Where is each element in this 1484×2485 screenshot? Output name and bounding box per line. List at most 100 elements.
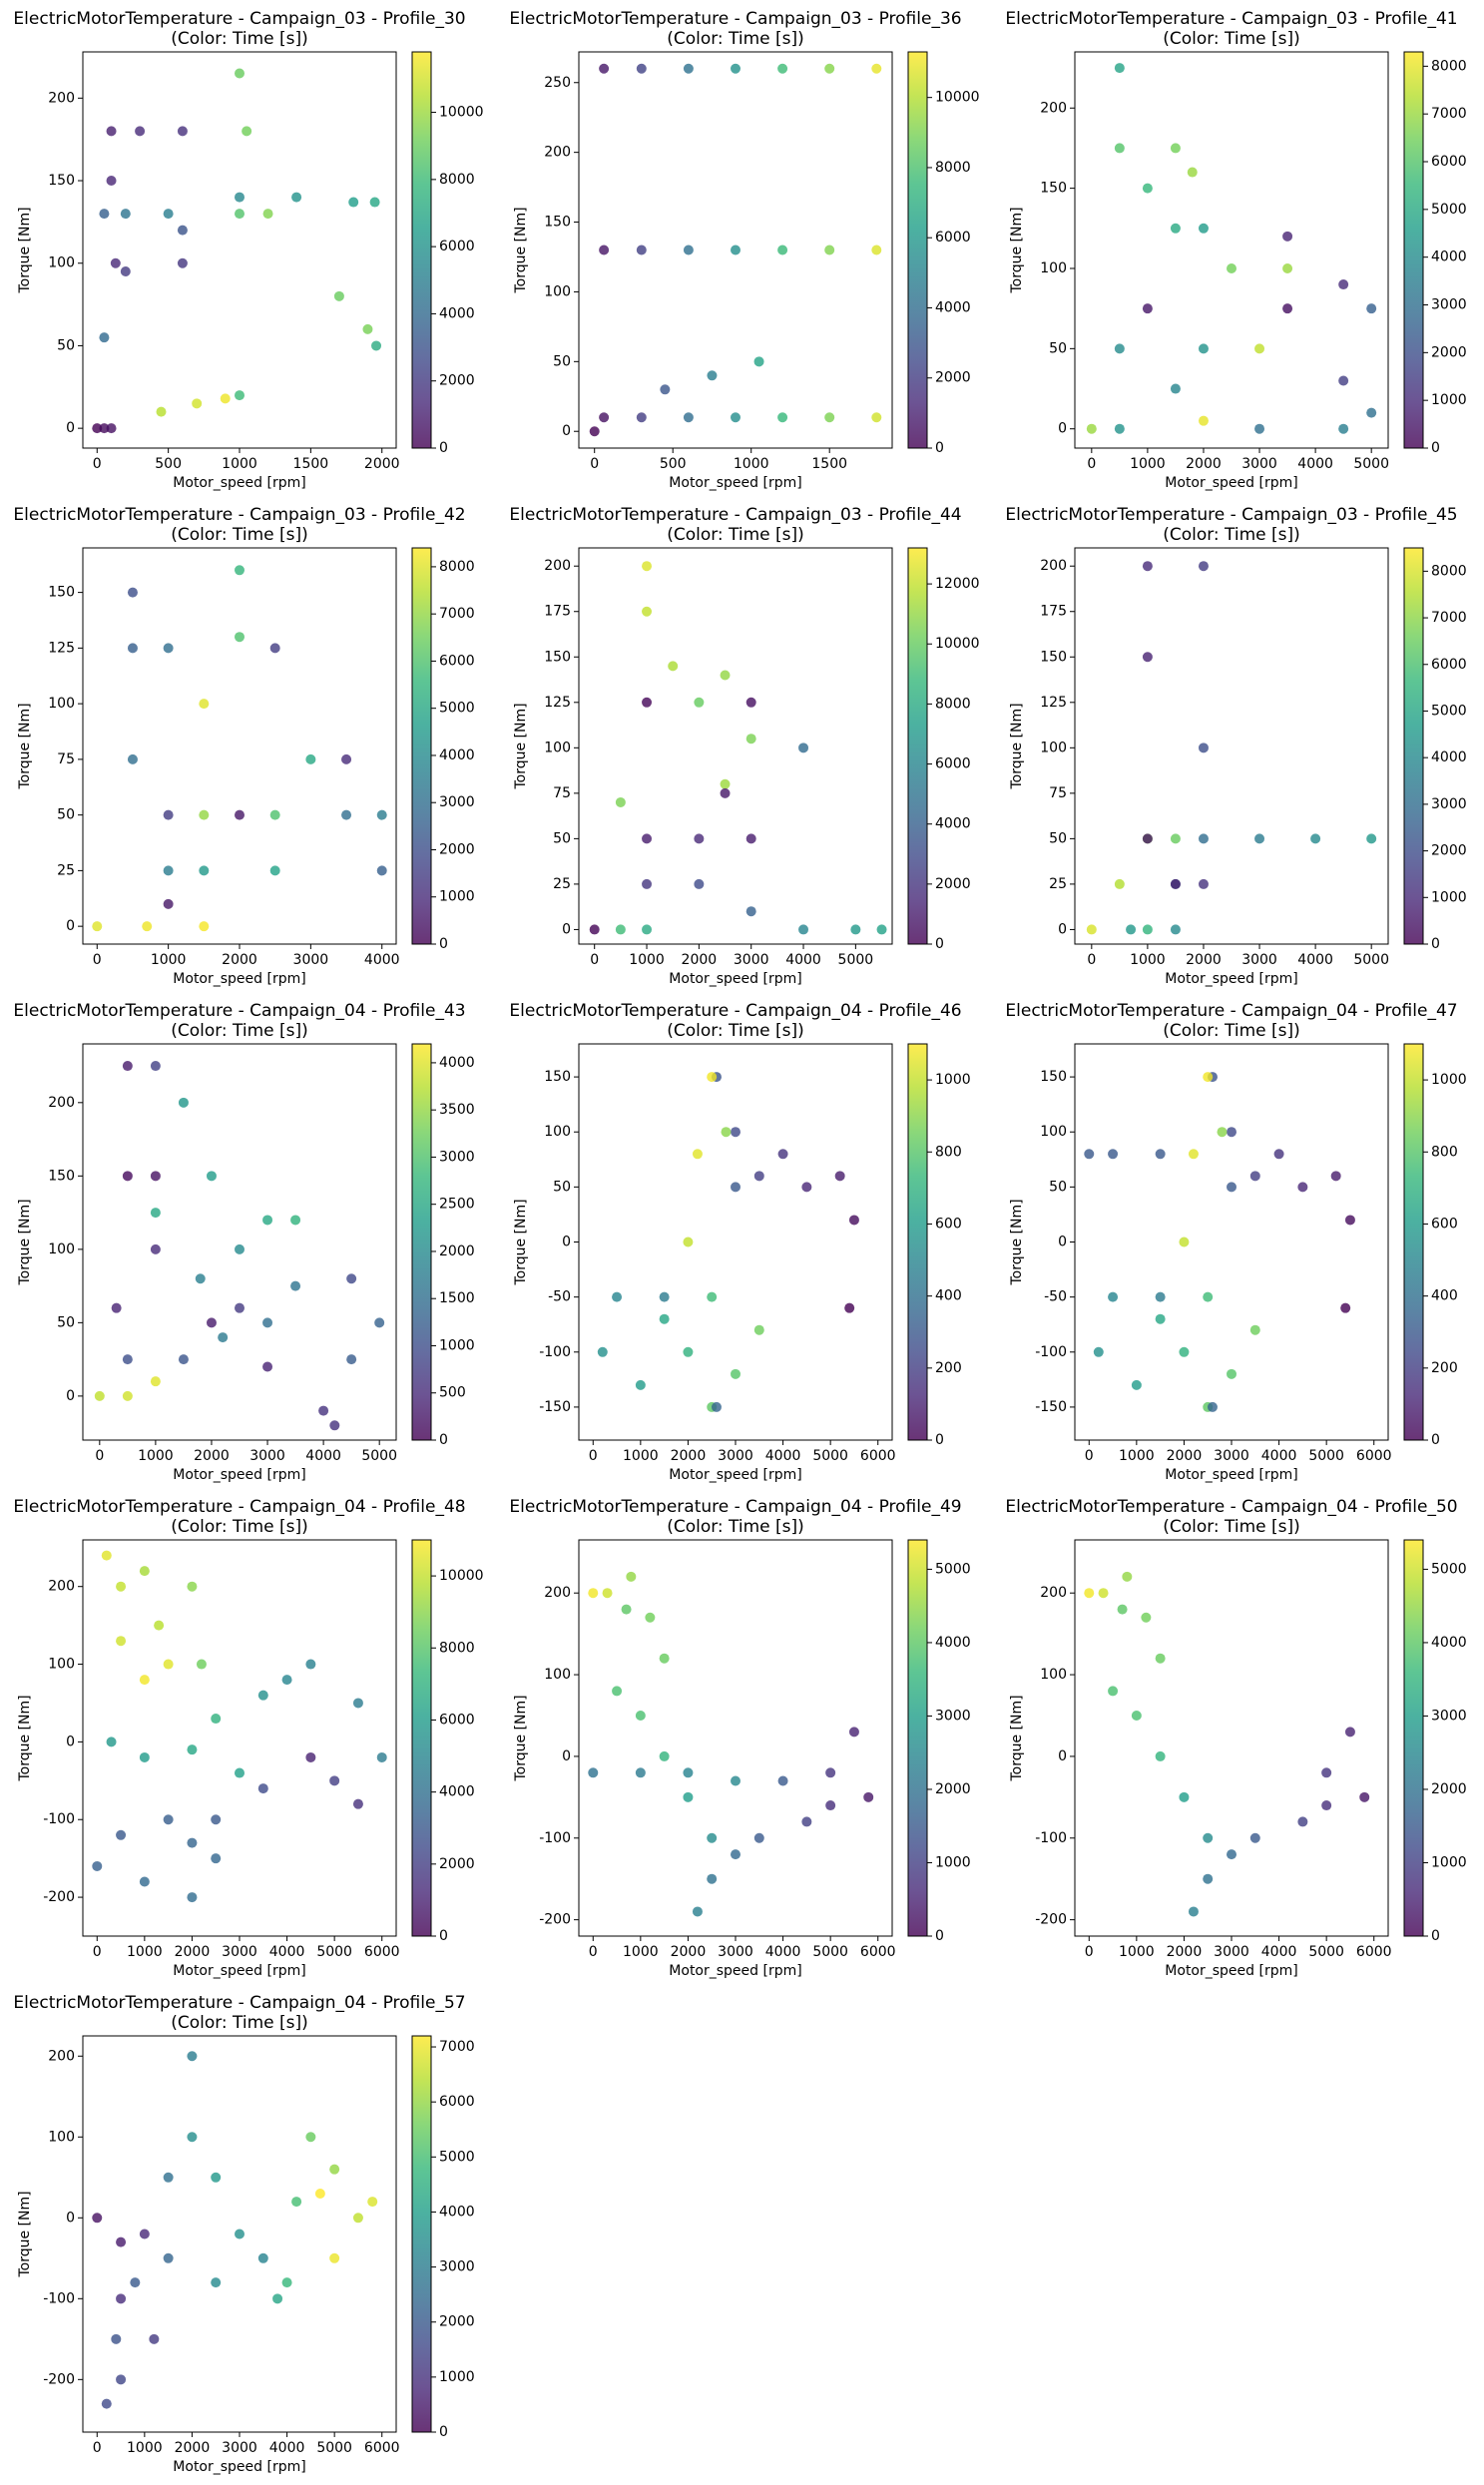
scatter-point (92, 1860, 103, 1871)
x-tick-label: 1500 (811, 456, 847, 472)
y-tick-label: -150 (539, 1399, 571, 1415)
scatter-point (1142, 183, 1153, 194)
scatter-point (707, 1072, 718, 1083)
x-tick-label: 3000 (293, 952, 329, 968)
scatter-point (1142, 303, 1153, 314)
scatter-point (1170, 223, 1181, 234)
y-tick-label: -100 (539, 1344, 571, 1360)
colorbar-tick-label: 8000 (1431, 58, 1467, 74)
scatter-point (369, 197, 380, 208)
scatter-point (694, 833, 705, 844)
colorbar-tick-label: 3000 (439, 794, 475, 810)
plot-frame (1074, 1539, 1389, 1937)
x-tick-label: 4000 (765, 1944, 801, 1960)
scatter-point (1155, 1750, 1166, 1761)
y-tick-label: 50 (57, 337, 75, 353)
scatter-point (262, 209, 273, 220)
scatter-point (235, 1302, 245, 1313)
subplot: ElectricMotorTemperature - Campaign_04 -… (1005, 1001, 1466, 1483)
scatter-point (1203, 1832, 1214, 1843)
colorbar-tick-label: 10000 (935, 636, 980, 652)
x-tick-label: 5000 (1308, 1448, 1344, 1464)
scatter-point (187, 2051, 198, 2062)
y-axis-label: Torque [Nm] (1009, 207, 1025, 293)
scatter-point (777, 412, 788, 423)
scatter-point (1179, 1346, 1190, 1357)
colorbar-tick-label: 7000 (439, 606, 475, 622)
scatter-point (1249, 1171, 1260, 1182)
subplot-title: ElectricMotorTemperature - Campaign_03 -… (1005, 505, 1457, 525)
scatter-point (1131, 1710, 1142, 1721)
plot-frame (1074, 547, 1389, 945)
x-tick-label: 2000 (671, 1448, 707, 1464)
scatter-point (376, 1751, 387, 1762)
scatter-point (139, 1876, 150, 1887)
scatter-point (1117, 1604, 1128, 1615)
scatter-point (753, 1171, 764, 1182)
y-tick-label: 50 (1049, 340, 1067, 356)
y-tick-label: 0 (66, 420, 75, 436)
scatter-point (106, 423, 117, 434)
x-tick-label: 1000 (138, 1448, 174, 1464)
colorbar-tick-label: 1000 (439, 2369, 475, 2385)
x-tick-label: 2000 (175, 1944, 211, 1960)
scatter-point (707, 370, 718, 381)
scatter-point (352, 2213, 363, 2224)
scatter-point (195, 1273, 206, 1284)
scatter-point (694, 878, 705, 889)
scatter-point (1084, 1149, 1095, 1160)
x-tick-label: 0 (1087, 952, 1096, 968)
plot-frame (82, 51, 397, 449)
scatter-point (1198, 878, 1209, 889)
colorbar-tick-label: 200 (935, 1360, 962, 1376)
y-tick-label: -100 (1035, 1830, 1067, 1846)
x-tick-label: 1000 (734, 456, 769, 472)
x-tick-label: 0 (1087, 456, 1096, 472)
y-tick-label: 50 (57, 807, 75, 823)
scatter-point (683, 245, 694, 255)
colorbar (1403, 51, 1424, 449)
y-tick-label: 200 (48, 1095, 75, 1111)
y-tick-label: -100 (43, 2290, 75, 2306)
y-tick-label: 0 (1058, 921, 1067, 937)
x-axis-label: Motor_speed [rpm] (173, 971, 305, 987)
scatter-point (636, 412, 647, 423)
y-tick-label: 100 (1040, 1667, 1067, 1683)
scatter-point (731, 1182, 741, 1193)
colorbar-tick-label: 5000 (1431, 703, 1467, 719)
scatter-point (376, 809, 387, 820)
x-tick-label: 3000 (1214, 1944, 1249, 1960)
scatter-point (1297, 1816, 1308, 1827)
colorbar-tick-label: 3000 (935, 1708, 971, 1724)
scatter-point (1126, 924, 1137, 935)
scatter-point (1170, 143, 1181, 154)
x-tick-label: 6000 (364, 1944, 400, 1960)
scatter-point (626, 1571, 637, 1582)
x-tick-label: 2000 (364, 456, 400, 472)
scatter-point (163, 809, 174, 820)
colorbar-tick-label: 1000 (1431, 392, 1467, 408)
x-tick-label: 2000 (1186, 952, 1222, 968)
scatter-point (683, 1791, 694, 1802)
y-tick-label: 0 (66, 1734, 75, 1749)
colorbar-tick-label: 6000 (1431, 154, 1467, 170)
x-tick-label: 2000 (194, 1448, 230, 1464)
scatter-point (1198, 415, 1209, 426)
scatter-point (235, 565, 245, 576)
y-tick-label: 150 (1040, 649, 1067, 665)
subplot: ElectricMotorTemperature - Campaign_04 -… (13, 1001, 474, 1483)
scatter-point (597, 1346, 608, 1357)
scatter-point (1114, 143, 1125, 154)
scatter-point (635, 1710, 646, 1721)
scatter-point (642, 561, 653, 572)
scatter-point (177, 225, 188, 236)
y-tick-label: 50 (553, 830, 571, 846)
y-tick-label: -200 (43, 2371, 75, 2387)
scatter-point (1203, 1072, 1214, 1083)
scatter-point (281, 2277, 292, 2288)
scatter-point (127, 643, 138, 654)
subplot-subtitle: (Color: Time [s]) (667, 29, 804, 49)
scatter-point (192, 398, 203, 409)
subplot: ElectricMotorTemperature - Campaign_04 -… (509, 1001, 970, 1483)
scatter-point (668, 661, 679, 672)
